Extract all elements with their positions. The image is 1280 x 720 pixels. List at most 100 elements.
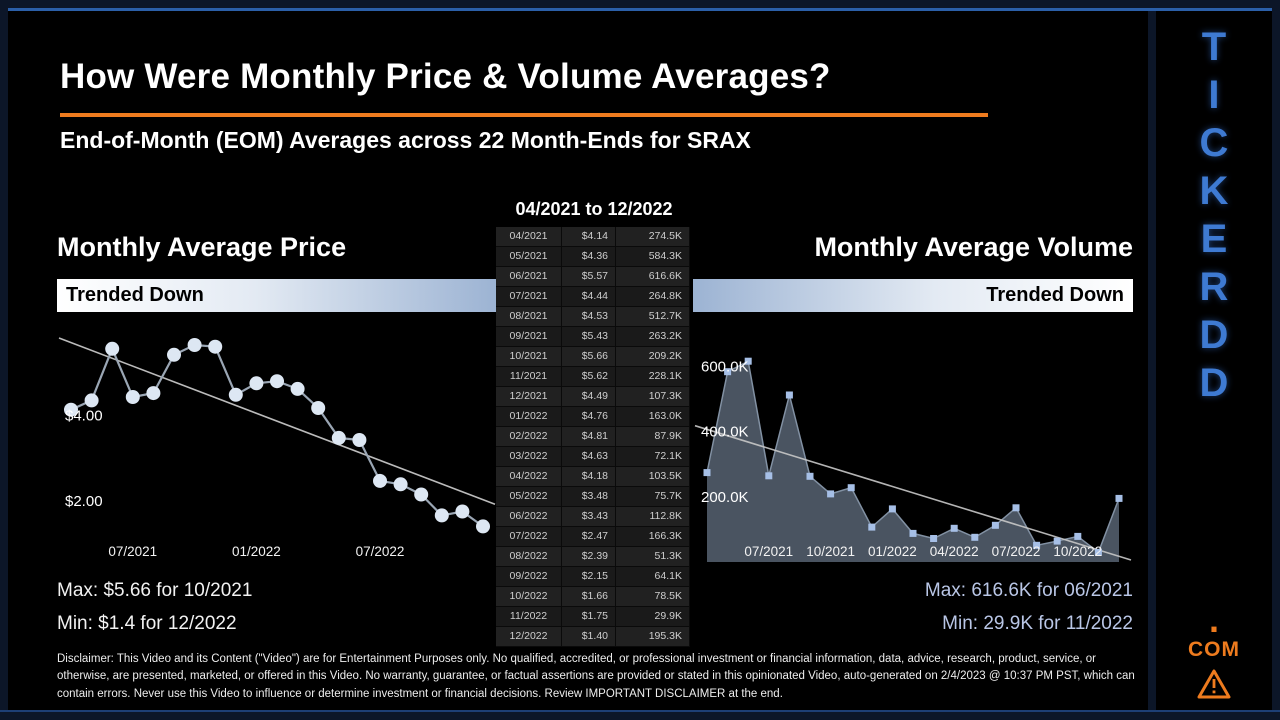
- eom-data-table: 04/2021 $4.14 274.5K 05/2021 $4.36 584.3K 06/2…: [496, 227, 692, 647]
- price-cell: $2.15: [562, 567, 616, 587]
- frame-left-border: [0, 0, 8, 720]
- brand-letter: E: [1200, 217, 1228, 261]
- price-cell: $1.75: [562, 607, 616, 627]
- volume-cell: 209.2K: [616, 347, 690, 367]
- month-cell: 01/2022: [496, 407, 562, 427]
- main-content: How Were Monthly Price & Volume Averages…: [8, 11, 1148, 710]
- table-row: 09/2021 $5.43 263.2K: [496, 327, 692, 347]
- frame-right-border: [1272, 0, 1280, 720]
- table-row: 03/2022 $4.63 72.1K: [496, 447, 692, 467]
- price-cell: $4.36: [562, 247, 616, 267]
- table-row: 04/2021 $4.14 274.5K: [496, 227, 692, 247]
- data-point-marker: [290, 381, 305, 396]
- month-cell: 03/2022: [496, 447, 562, 467]
- month-cell: 04/2021: [496, 227, 562, 247]
- data-point-marker: [1094, 548, 1102, 556]
- table-row: 01/2022 $4.76 163.0K: [496, 407, 692, 427]
- volume-panel: Monthly Average Volume Trended Down 600.…: [693, 232, 1133, 641]
- data-point-marker: [847, 484, 855, 492]
- data-point-marker: [1012, 504, 1020, 512]
- data-point-marker: [744, 357, 752, 365]
- warning-triangle-icon: [1197, 669, 1231, 699]
- data-point-marker: [105, 341, 120, 356]
- brand-letter: R: [1199, 265, 1229, 309]
- price-chart-area: $4.00 $2.00 07/2021 01/2022 07/2022: [57, 312, 497, 562]
- month-cell: 02/2022: [496, 427, 562, 447]
- table-row: 05/2021 $4.36 584.3K: [496, 247, 692, 267]
- data-point-marker: [352, 433, 367, 447]
- x-tick-label: 07/2021: [108, 544, 157, 559]
- data-point-marker: [765, 472, 773, 480]
- data-point-marker: [703, 469, 711, 477]
- y-tick-label: $4.00: [65, 408, 103, 425]
- data-point-marker: [971, 533, 979, 541]
- data-point-marker: [476, 519, 490, 534]
- table-row: 11/2021 $5.62 228.1K: [496, 367, 692, 387]
- volume-cell: 51.3K: [616, 547, 690, 567]
- price-cell: $4.81: [562, 427, 616, 447]
- volume-cell: 112.8K: [616, 507, 690, 527]
- x-tick-label: 07/2022: [356, 544, 405, 559]
- volume-chart-area: 600.0K 400.0K 200.0K 07/2021 10/2021 01/2022 0…: [693, 312, 1133, 562]
- price-cell: $1.66: [562, 587, 616, 607]
- price-chart: $4.00 $2.00 07/2021 01/2022 07/2022: [58, 337, 496, 559]
- volume-cell: 107.3K: [616, 387, 690, 407]
- volume-cell: 166.3K: [616, 527, 690, 547]
- data-point-marker: [167, 347, 181, 362]
- table-row: 06/2021 $5.57 616.6K: [496, 267, 692, 287]
- data-point-marker: [64, 402, 78, 417]
- month-cell: 08/2022: [496, 547, 562, 567]
- brand-letter: K: [1199, 169, 1229, 213]
- data-point-marker: [270, 374, 284, 389]
- table-row: 08/2021 $4.53 512.7K: [496, 307, 692, 327]
- data-point-marker: [868, 523, 876, 531]
- table-row: 10/2021 $5.66 209.2K: [496, 347, 692, 367]
- month-cell: 07/2022: [496, 527, 562, 547]
- volume-cell: 616.6K: [616, 267, 690, 287]
- price-cell: $4.63: [562, 447, 616, 467]
- volume-cell: 228.1K: [616, 367, 690, 387]
- price-cell: $1.40: [562, 627, 616, 647]
- table-row: 07/2021 $4.44 264.8K: [496, 287, 692, 307]
- price-cell: $5.57: [562, 267, 616, 287]
- price-max-label: Max: $5.66 for 10/2021: [57, 580, 253, 601]
- page-subtitle: End-of-Month (EOM) Averages across 22 Mo…: [60, 127, 751, 153]
- volume-maxmin: Max: 616.6K for 06/2021 Min: 29.9K for 1…: [693, 574, 1133, 641]
- month-cell: 10/2021: [496, 347, 562, 367]
- brand-dot: .: [1208, 599, 1219, 640]
- volume-cell: 29.9K: [616, 607, 690, 627]
- brand-letter: T: [1201, 25, 1227, 69]
- data-point-marker: [909, 529, 917, 537]
- data-point-marker: [228, 387, 243, 402]
- x-tick-label: 04/2022: [930, 544, 979, 559]
- frame-bottom-border: [0, 712, 1280, 720]
- data-point-marker: [373, 473, 387, 488]
- data-point-marker: [393, 477, 408, 492]
- table-row: 04/2022 $4.18 103.5K: [496, 467, 692, 487]
- y-tick-label: $2.00: [65, 493, 103, 510]
- month-cell: 06/2021: [496, 267, 562, 287]
- y-tick-label: 400.0K: [701, 424, 749, 441]
- volume-cell: 72.1K: [616, 447, 690, 467]
- data-point-marker: [888, 505, 896, 513]
- data-point-marker: [125, 390, 140, 404]
- price-trend-banner: Trended Down: [57, 279, 497, 312]
- month-cell: 06/2022: [496, 507, 562, 527]
- y-tick-label: 600.0K: [701, 359, 749, 376]
- x-tick-label: 10/2022: [1053, 544, 1102, 559]
- volume-min-label: Min: 29.9K for 11/2022: [942, 613, 1133, 635]
- volume-trend-label: Trended Down: [986, 284, 1124, 306]
- price-cell: $4.14: [562, 227, 616, 247]
- data-point-marker: [455, 504, 470, 519]
- page-title: How Were Monthly Price & Volume Averages…: [60, 57, 831, 96]
- month-cell: 09/2022: [496, 567, 562, 587]
- price-cell: $2.47: [562, 527, 616, 547]
- table-row: 05/2022 $3.48 75.7K: [496, 487, 692, 507]
- price-cell: $4.49: [562, 387, 616, 407]
- table-row: 12/2021 $4.49 107.3K: [496, 387, 692, 407]
- price-cell: $5.62: [562, 367, 616, 387]
- brand-letter: D: [1199, 313, 1229, 357]
- volume-cell: 263.2K: [616, 327, 690, 347]
- price-maxmin: Max: $5.66 for 10/2021 Min: $1.4 for 12/…: [57, 574, 497, 641]
- disclaimer-text: Disclaimer: This Video and its Content (…: [57, 653, 1135, 700]
